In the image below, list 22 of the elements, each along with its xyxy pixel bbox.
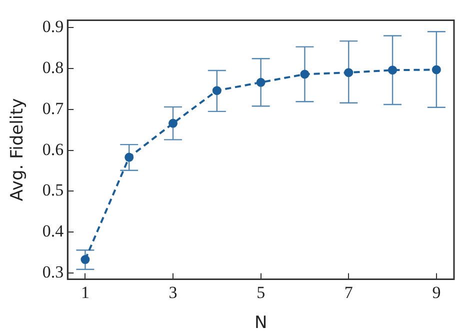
point	[256, 78, 266, 87]
y-tick-label: 0.5	[42, 180, 64, 200]
point	[168, 118, 178, 128]
point	[388, 66, 398, 75]
x-tick-label: 7	[344, 282, 354, 302]
y-tick-label: 0.9	[42, 17, 64, 36]
y-tick-label: 0.7	[42, 98, 64, 118]
point	[300, 70, 310, 79]
point	[212, 86, 222, 96]
y-axis-title: Avg. Fidelity	[8, 98, 28, 202]
y-tick-label: 0.6	[42, 140, 64, 159]
y-tick-label: 0.4	[42, 222, 64, 241]
y-tick-label: 0.3	[42, 262, 64, 282]
point	[432, 65, 441, 74]
x-tick-label: 3	[168, 282, 178, 302]
x-tick-label: 9	[432, 282, 441, 302]
point	[124, 152, 134, 162]
x-tick-label: 1	[80, 282, 90, 302]
point	[344, 68, 354, 78]
x-tick-label: 5	[256, 282, 266, 302]
y-tick-label: 0.8	[42, 58, 64, 77]
x-axis-title: N	[254, 313, 268, 334]
